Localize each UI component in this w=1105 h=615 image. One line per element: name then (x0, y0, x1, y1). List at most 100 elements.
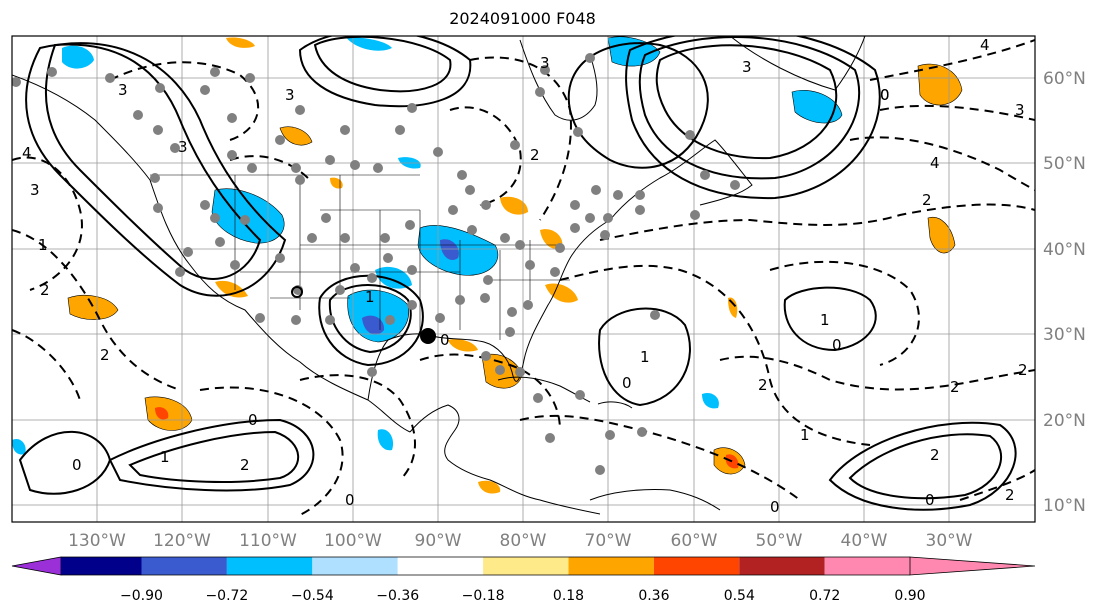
contour-solid-2 (655, 44, 838, 160)
shade-orange-10 (545, 283, 578, 303)
contour-dashed-8 (719, 355, 1035, 391)
colorbar-segment (824, 557, 911, 575)
contour-dashed-12 (879, 104, 1035, 121)
contour-dashed-5 (449, 106, 522, 206)
colorbar-segment (653, 557, 740, 575)
contour-solid-16 (828, 421, 1017, 511)
shade-orange-3 (279, 126, 313, 146)
contour-dashed-13 (419, 353, 561, 431)
contour-label: 0 (440, 331, 450, 349)
colorbar-segment (141, 557, 227, 575)
coast-west-na (12, 74, 411, 433)
contour-label: 3 (30, 181, 40, 199)
contour-label: 3 (118, 81, 128, 99)
contour-label: 0 (832, 336, 842, 354)
shade-blue-10 (345, 36, 392, 51)
contour-dashed-2 (12, 229, 181, 391)
colorbar-tick-label: −0.90 (120, 588, 163, 604)
colorbar-tick-label: −0.72 (205, 588, 248, 604)
shade-orange-4 (226, 37, 255, 48)
contour-label: 4 (22, 144, 32, 162)
colorbar-tick-label: 0.18 (553, 588, 584, 604)
contour-solid-3 (638, 36, 861, 180)
contour-label: 2 (100, 346, 110, 364)
map-title: 2024091000 F048 (449, 9, 596, 28)
contour-solid-10 (318, 274, 424, 367)
contour-label: 0 (622, 374, 632, 392)
colorbar-segment (226, 557, 313, 575)
colorbar-extend-min (11, 556, 62, 576)
contour-dashed-1 (12, 156, 83, 291)
colorbar-tick-label: 0.90 (894, 588, 925, 604)
contour-label: 4 (930, 154, 940, 172)
lat-axis: 60°N 50°N 40°N 30°N 20°N 10°N (1043, 69, 1086, 516)
shade-orange-13 (478, 480, 501, 494)
colorbar-tick-label: 0.72 (809, 588, 840, 604)
colorbar-segment (568, 557, 654, 575)
obs-markers (12, 53, 740, 475)
coast-sa (589, 489, 721, 511)
contour-solid-15 (128, 430, 300, 483)
contour-label: 3 (285, 86, 295, 104)
shade-blue-8 (791, 89, 843, 124)
lon-tick-label: 30°W (926, 531, 973, 551)
contour-label: 2 (1005, 486, 1015, 504)
contour-dashed-15 (199, 386, 344, 516)
shade-blue-5 (362, 315, 385, 335)
colorbar-tick-label: −0.36 (376, 588, 419, 604)
contour-label: 1 (38, 236, 48, 254)
lon-tick-label: 70°W (585, 531, 632, 551)
contour-label: 4 (980, 36, 990, 54)
contour-solid-4 (625, 36, 881, 200)
shaded-fields (12, 36, 963, 494)
shade-orange-6 (927, 216, 956, 254)
contour-solid-8 (298, 36, 472, 108)
lat-tick-label: 20°N (1043, 411, 1086, 431)
contour-dashed-10 (849, 136, 1035, 191)
lon-tick-label: 100°W (324, 531, 382, 551)
colorbar-tick-label: −0.54 (291, 588, 334, 604)
lat-tick-label: 60°N (1043, 69, 1086, 89)
contour-label: 0 (770, 498, 780, 516)
contour-label: 1 (365, 288, 375, 306)
state-borders (150, 174, 570, 340)
coast-yucatan (409, 404, 601, 515)
lon-tick-label: 50°W (756, 531, 803, 551)
black-dot-icon (291, 286, 303, 298)
contour-label: 2 (922, 191, 932, 209)
contour-label: 1 (800, 426, 810, 444)
contour-label: 3 (742, 58, 752, 76)
contour-solid-11 (598, 307, 691, 407)
contours (12, 36, 1035, 516)
contour-label: 0 (880, 86, 890, 104)
contour-label: 1 (820, 311, 830, 329)
contour-label: 0 (880, 86, 890, 104)
contour-solid-14 (108, 418, 315, 492)
contour-solid-5 (44, 43, 262, 280)
shade-orange-14 (215, 280, 248, 298)
contour-label: 2 (530, 146, 540, 164)
contour-label: 1 (640, 348, 650, 366)
lat-tick-label: 10°N (1043, 496, 1086, 516)
contour-label: 2 (40, 281, 50, 299)
lon-tick-label: 120°W (153, 531, 211, 551)
contour-dashed-14 (299, 374, 416, 481)
shade-red-1 (155, 407, 169, 420)
shade-orange-12 (448, 339, 478, 352)
black-dot-icon (420, 328, 436, 344)
colorbar-extend-max (909, 556, 1036, 576)
shade-orange-16 (330, 177, 343, 189)
contour-label: 2 (240, 456, 250, 474)
contour-label: 2 (758, 376, 768, 394)
colorbar-segment (739, 557, 825, 575)
colorbar-segment (483, 557, 569, 575)
contour-label: 3 (178, 138, 188, 156)
contour-label: 0 (248, 411, 258, 429)
coast-gulf (367, 219, 611, 401)
contour-label: 2 (930, 446, 940, 464)
contour-dashed-11 (869, 39, 1035, 81)
shade-blue-12 (377, 429, 394, 451)
lat-tick-label: 30°N (1043, 325, 1086, 345)
contour-label: 3 (1015, 101, 1025, 119)
colorbar-segment (397, 557, 484, 575)
